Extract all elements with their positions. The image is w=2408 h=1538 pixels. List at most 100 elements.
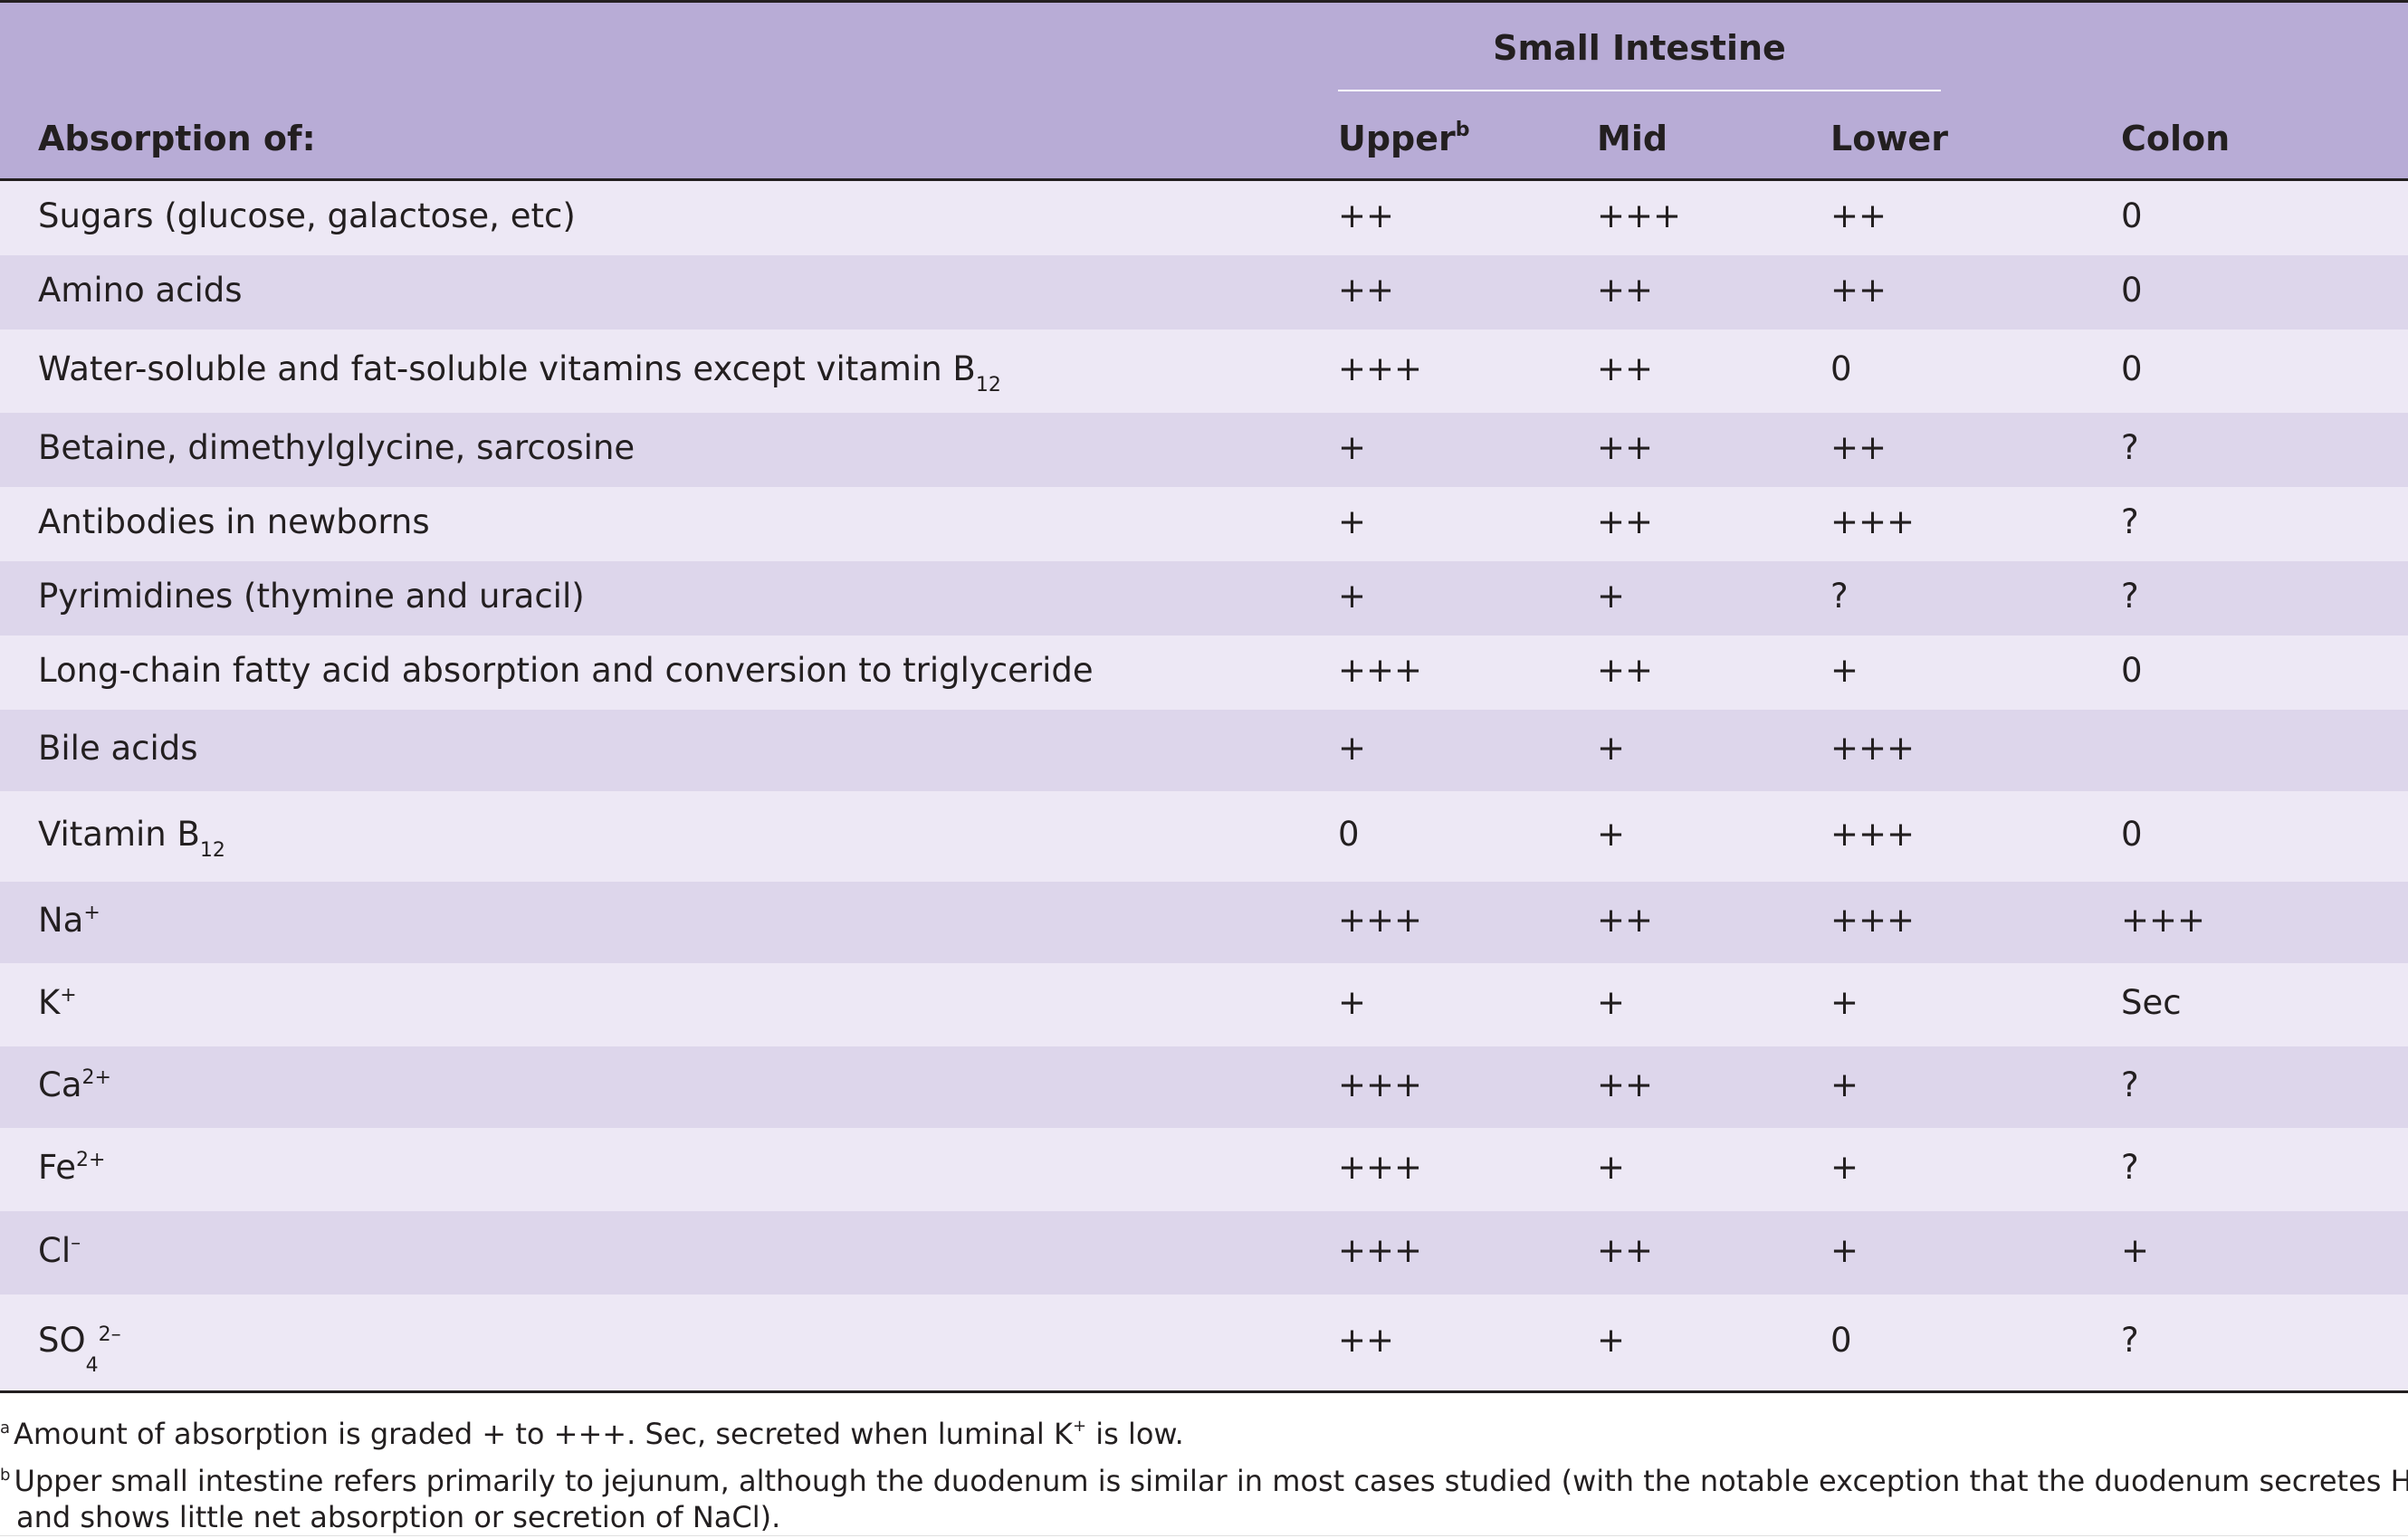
cell-lower: ? <box>1830 577 1849 616</box>
cell-lower: +++ <box>1830 729 1916 768</box>
cell-upper: + <box>1338 502 1367 541</box>
cell-upper: +++ <box>1338 349 1423 388</box>
cell-mid: ++ <box>1597 651 1654 690</box>
cell-colon: + <box>2121 1231 2150 1270</box>
table-row: Cl– +++ ++ + + <box>0 1211 2408 1294</box>
column-header-lower: Lower <box>1830 119 1948 158</box>
row-label-text: Pyrimidines (thymine and uracil) <box>38 577 585 616</box>
row-label: K+ <box>38 983 77 1022</box>
footnote-b-mark: b <box>0 1466 11 1485</box>
cell-upper: +++ <box>1338 651 1423 690</box>
cell-mid: + <box>1597 983 1626 1022</box>
cell-lower: +++ <box>1830 901 1916 940</box>
cell-lower: ++ <box>1830 428 1887 467</box>
cell-mid: ++ <box>1597 502 1654 541</box>
cell-colon: ? <box>2121 1321 2139 1360</box>
row-label: Sugars (glucose, galactose, etc) <box>38 196 576 235</box>
row-label-superscript: + <box>83 902 100 924</box>
row-label-text: Water-soluble and fat-soluble vitamins e… <box>38 349 976 388</box>
table-row: Betaine, dimethylglycine, sarcosine + ++ ++… <box>0 413 2408 487</box>
row-label: Vitamin B12 <box>38 815 225 861</box>
table-top-rule <box>0 0 2408 3</box>
row-label: Ca2+ <box>38 1065 111 1104</box>
cell-lower: +++ <box>1830 502 1916 541</box>
cell-colon: ? <box>2121 502 2139 541</box>
cell-upper: 0 <box>1338 815 1360 854</box>
cell-colon: ? <box>2121 1065 2139 1104</box>
column-header-absorption: Absorption of: <box>38 119 316 158</box>
table-row: Ca2+ +++ ++ +? <box>0 1046 2408 1128</box>
footnote-b: b Upper small intestine refers primarily … <box>0 1464 2408 1498</box>
table-row: Long-chain fatty acid absorption and con… <box>0 635 2408 710</box>
row-label: Long-chain fatty acid absorption and con… <box>38 651 1094 690</box>
row-label: Fe2+ <box>38 1148 105 1187</box>
table-header: Small Intestine Absorption of: Upperb Mi… <box>0 3 2408 178</box>
row-label-text: Bile acids <box>38 729 198 768</box>
cell-mid: ++ <box>1597 1065 1654 1104</box>
cell-colon: ? <box>2121 428 2139 467</box>
cell-lower: 0 <box>1830 349 1852 388</box>
table-row: Sugars (glucose, galactose, etc) ++ +++ ++ 0 <box>0 181 2408 255</box>
page-bottom-rule <box>0 1535 2408 1536</box>
row-label-text: Betaine, dimethylglycine, sarcosine <box>38 428 635 467</box>
cell-upper: ++ <box>1338 1321 1395 1360</box>
table-row: Vitamin B12 0 + +++ 0 <box>0 791 2408 882</box>
column-header-upper-label: Upper <box>1338 119 1456 158</box>
footnote-b-line2: and shows little net absorption or secre… <box>16 1500 781 1534</box>
row-label: Betaine, dimethylglycine, sarcosine <box>38 428 635 467</box>
row-label-text: Na <box>38 901 84 940</box>
column-header-mid: Mid <box>1597 119 1668 158</box>
footnote-a: a Amount of absorption is graded + to +++… <box>0 1417 1184 1451</box>
cell-mid: +++ <box>1597 196 1682 235</box>
row-label: Na+ <box>38 901 100 940</box>
table-row: Antibodies in newborns + ++ +++? <box>0 487 2408 561</box>
row-label-subscript: 4 <box>85 1354 99 1377</box>
row-label-text: Sugars (glucose, galactose, etc) <box>38 196 576 235</box>
footnote-a-sup: + <box>1072 1417 1087 1436</box>
cell-upper: + <box>1338 729 1367 768</box>
footnote-a-text-end: is low. <box>1086 1417 1184 1451</box>
column-header-upper: Upperb <box>1338 119 1470 158</box>
cell-lower: + <box>1830 1231 1859 1270</box>
row-label: Cl– <box>38 1231 81 1270</box>
cell-upper: ++ <box>1338 196 1395 235</box>
cell-lower: + <box>1830 983 1859 1022</box>
cell-colon: 0 <box>2121 349 2143 388</box>
cell-colon: ? <box>2121 1148 2139 1187</box>
column-header-colon: Colon <box>2121 119 2231 158</box>
cell-upper: +++ <box>1338 1148 1423 1187</box>
cell-upper: ++ <box>1338 271 1395 310</box>
cell-mid: + <box>1597 1148 1626 1187</box>
cell-colon: 0 <box>2121 651 2143 690</box>
table-row: Pyrimidines (thymine and uracil) + +?? <box>0 561 2408 635</box>
cell-colon: +++ <box>2121 901 2206 940</box>
row-label-text: K <box>38 983 61 1022</box>
row-label: Antibodies in newborns <box>38 502 430 541</box>
cell-lower: + <box>1830 1065 1859 1104</box>
table-bottom-rule <box>0 1390 2408 1393</box>
row-label-text: Fe <box>38 1148 77 1187</box>
row-label: Water-soluble and fat-soluble vitamins e… <box>38 349 1001 396</box>
row-label-text: Vitamin B <box>38 815 200 854</box>
row-label-superscript: + <box>60 984 77 1007</box>
cell-upper: + <box>1338 428 1367 467</box>
row-label-text: Long-chain fatty acid absorption and con… <box>38 651 1094 690</box>
cell-upper: +++ <box>1338 1231 1423 1270</box>
row-label-superscript: – <box>71 1232 81 1255</box>
cell-mid: ++ <box>1597 271 1654 310</box>
cell-lower: 0 <box>1830 1321 1852 1360</box>
cell-mid: ++ <box>1597 349 1654 388</box>
cell-lower: ++ <box>1830 271 1887 310</box>
cell-mid: ++ <box>1597 901 1654 940</box>
group-header-rule <box>1338 90 1941 91</box>
footnote-a-text: Amount of absorption is graded + to +++.… <box>14 1417 1073 1451</box>
row-label-superscript: 2– <box>98 1323 121 1346</box>
footnote-b-text: Upper small intestine refers primarily t… <box>14 1464 2408 1498</box>
cell-colon: ? <box>2121 577 2139 616</box>
row-label-superscript: 2+ <box>76 1149 106 1171</box>
row-label-text: Amino acids <box>38 271 243 310</box>
table-row: Fe2+ +++ + +? <box>0 1128 2408 1211</box>
cell-mid: + <box>1597 815 1626 854</box>
cell-mid: + <box>1597 1321 1626 1360</box>
